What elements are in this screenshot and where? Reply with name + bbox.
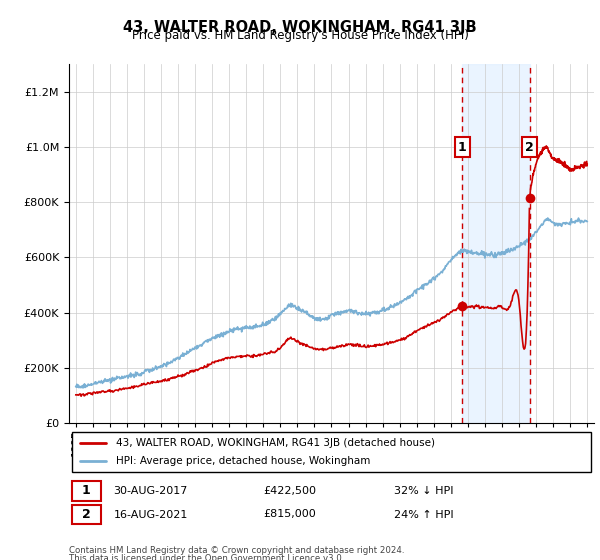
Text: HPI: Average price, detached house, Wokingham: HPI: Average price, detached house, Woki… bbox=[116, 456, 371, 466]
Text: This data is licensed under the Open Government Licence v3.0.: This data is licensed under the Open Gov… bbox=[69, 554, 344, 560]
Text: £815,000: £815,000 bbox=[263, 510, 316, 520]
Bar bbox=[462, 64, 530, 423]
Text: Contains HM Land Registry data © Crown copyright and database right 2024.: Contains HM Land Registry data © Crown c… bbox=[69, 546, 404, 555]
Text: Price paid vs. HM Land Registry's House Price Index (HPI): Price paid vs. HM Land Registry's House … bbox=[131, 29, 469, 42]
Text: £422,500: £422,500 bbox=[263, 486, 316, 496]
Text: 24% ↑ HPI: 24% ↑ HPI bbox=[395, 510, 454, 520]
Text: 32% ↓ HPI: 32% ↓ HPI bbox=[395, 486, 454, 496]
FancyBboxPatch shape bbox=[71, 432, 592, 473]
Text: 43, WALTER ROAD, WOKINGHAM, RG41 3JB: 43, WALTER ROAD, WOKINGHAM, RG41 3JB bbox=[123, 20, 477, 35]
Text: 43, WALTER ROAD, WOKINGHAM, RG41 3JB (detached house): 43, WALTER ROAD, WOKINGHAM, RG41 3JB (de… bbox=[116, 438, 435, 448]
Text: 16-AUG-2021: 16-AUG-2021 bbox=[113, 510, 188, 520]
Text: 2: 2 bbox=[82, 508, 91, 521]
Text: 2: 2 bbox=[525, 141, 534, 153]
Text: 1: 1 bbox=[82, 484, 91, 497]
FancyBboxPatch shape bbox=[71, 480, 101, 501]
Text: 1: 1 bbox=[458, 141, 467, 153]
Text: 30-AUG-2017: 30-AUG-2017 bbox=[113, 486, 188, 496]
FancyBboxPatch shape bbox=[71, 505, 101, 525]
